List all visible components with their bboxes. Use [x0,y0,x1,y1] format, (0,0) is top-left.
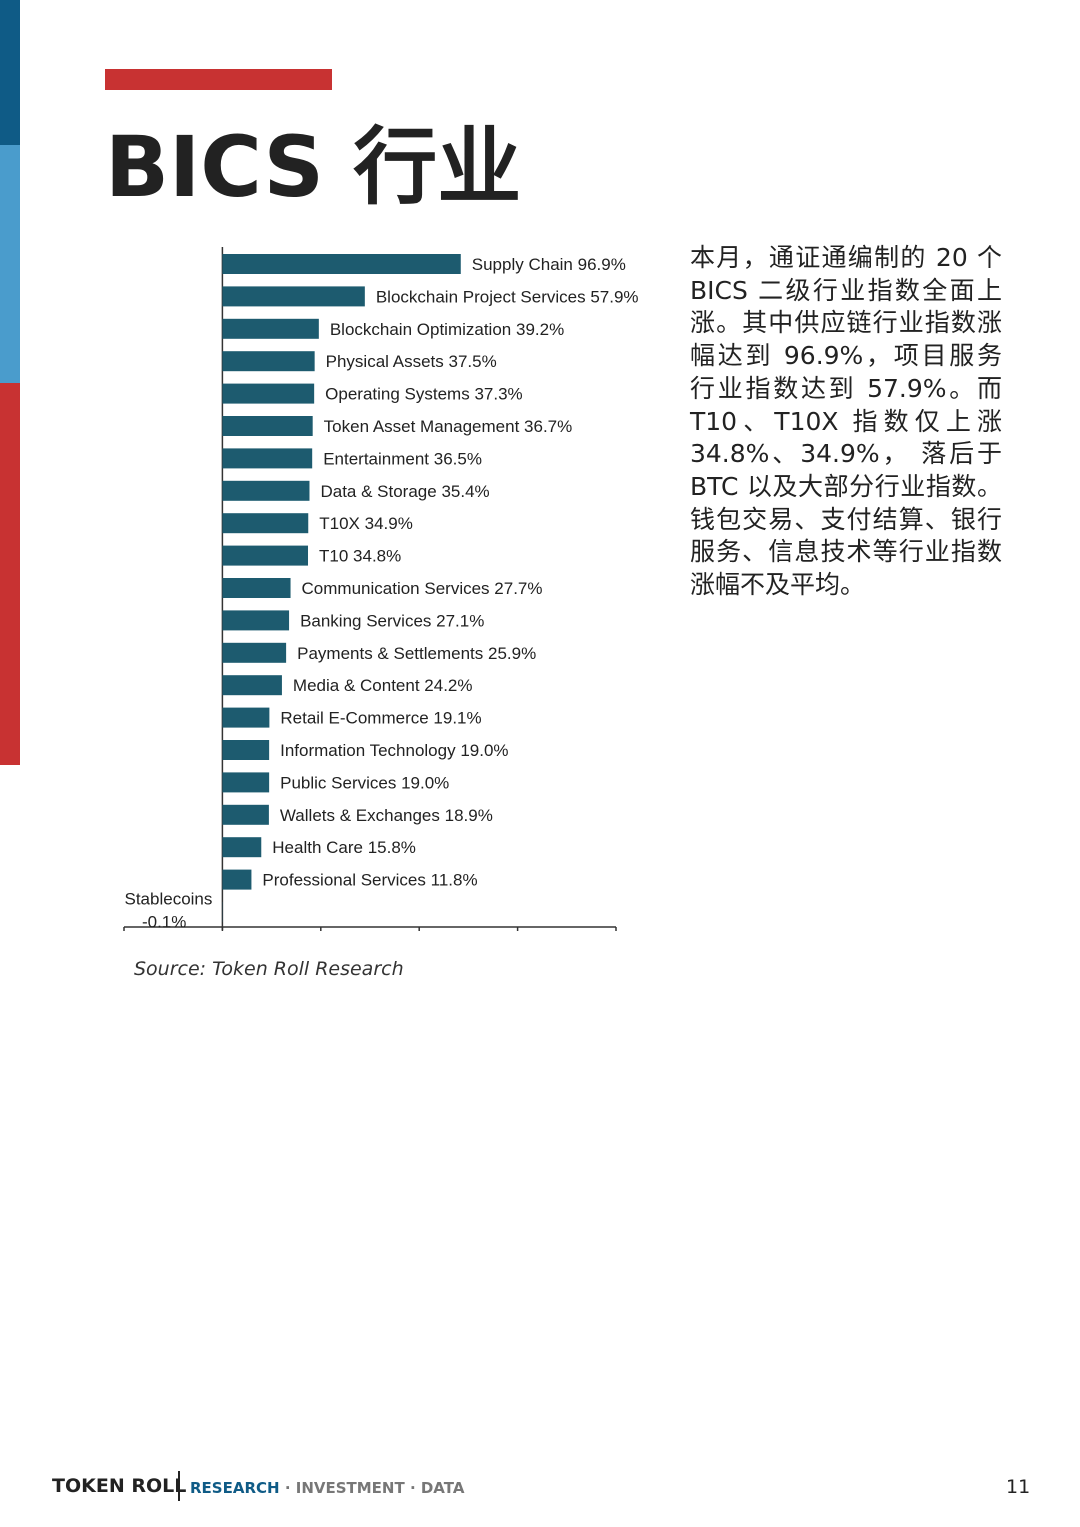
value-label: 37.3% [474,385,522,404]
bar-label: T10 34.8% [319,547,401,566]
category-label: Banking Services [300,612,431,631]
category-label: T10X [319,515,360,534]
bar-label: Blockchain Project Services 57.9% [376,288,639,307]
value-label: 35.4% [441,482,489,501]
bar-label: Operating Systems 37.3% [325,385,522,404]
category-label: Token Asset Management [324,417,520,436]
bar [222,351,315,372]
bar [222,286,365,307]
category-label: Communication Services [302,579,490,598]
bar-label: Retail E-Commerce 19.1% [280,709,481,728]
value-label: 36.5% [434,450,482,469]
bar [222,772,270,793]
page-number: 11 [1006,1476,1031,1498]
value-label: 19.0% [401,774,449,793]
value-label: 36.7% [524,417,572,436]
category-label: Professional Services [262,871,425,890]
page-title: BICS 行业 [105,118,522,216]
bar-label: Payments & Settlements 25.9% [297,644,536,663]
category-label: Entertainment [323,450,429,469]
value-label: 37.5% [448,353,496,372]
bar [222,318,319,339]
side-band [0,383,20,765]
value-label: 27.1% [436,612,484,631]
bar [222,869,252,890]
bar [222,480,310,501]
category-label: Payments & Settlements [297,644,483,663]
category-label: Stablecoins [125,889,213,908]
category-label: Blockchain Project Services [376,288,586,307]
category-label: T10 [319,547,348,566]
category-label: Health Care [272,839,363,858]
category-label: Public Services [280,774,396,793]
bar-label: Communication Services 27.7% [302,579,543,598]
value-label: 34.9% [365,515,413,534]
brand: TOKEN ROLL [52,1475,187,1497]
bar [222,642,287,663]
bar-label: T10X 34.9% [319,515,413,534]
value-label: -0.1% [142,912,186,931]
source: Source: Token Roll Research [134,958,404,980]
value-label: 18.9% [445,806,493,825]
bar [222,610,290,631]
bar [222,837,262,858]
category-label: Retail E-Commerce [280,709,428,728]
bar-label: Token Asset Management 36.7% [324,417,573,436]
bar-label: Media & Content 24.2% [293,677,473,696]
value-label: 11.8% [431,871,478,890]
bar [222,707,270,728]
bar-label: Data & Storage 35.4% [320,482,489,501]
value-label: 39.2% [516,320,564,339]
tag-research: RESEARCH [190,1479,280,1497]
side-band [0,0,20,145]
value-label: 19.1% [433,709,481,728]
bar-label: Information Technology 19.0% [280,741,508,760]
divider [178,1471,180,1501]
bar-label: Physical Assets 37.5% [326,353,497,372]
value-label: 24.2% [424,677,472,696]
bar-label: Supply Chain 96.9% [472,255,626,274]
value-label: 96.9% [578,255,626,274]
tagline: RESEARCH · INVESTMENT · DATA [190,1479,464,1497]
category-label: Data & Storage [320,482,436,501]
value-label: 25.9% [488,644,536,663]
bar [222,416,313,436]
title-accent [105,69,332,90]
bar [222,545,309,566]
value-label: 57.9% [590,288,638,307]
bar [222,383,315,404]
value-label: 27.7% [494,579,542,598]
category-label: Physical Assets [326,353,444,372]
bar [222,513,309,534]
bar [222,804,269,825]
bar [222,740,270,760]
bar-label: Health Care 15.8% [272,839,416,858]
value-label: 15.8% [368,839,416,858]
bar-label: Entertainment 36.5% [323,450,482,469]
category-label: Media & Content [293,677,420,696]
category-label: Supply Chain [472,255,573,274]
chart: Supply Chain 96.9% Blockchain Project Ser… [123,247,639,931]
bar [222,578,291,598]
bar-label: Banking Services 27.1% [300,612,484,631]
body-text: 本月，通证通编制的 20 个 BICS 二级行业指数全面上涨。其中供应链行业指数… [690,243,1002,600]
bar-label: Public Services 19.0% [280,774,449,793]
bar-label: Blockchain Optimization 39.2% [330,320,564,339]
side-band [0,145,20,383]
bar-label: Wallets & Exchanges 18.9% [280,806,493,825]
category-label: Information Technology [280,741,456,760]
bar [222,675,282,696]
category-label: Wallets & Exchanges [280,806,440,825]
value-label: 19.0% [460,741,508,760]
bar [222,254,461,274]
bar-label: Professional Services 11.8% [262,871,477,890]
value-label: 34.8% [353,547,401,566]
tag-rest: · INVESTMENT · DATA [284,1479,465,1497]
category-label: Blockchain Optimization [330,320,511,339]
category-label: Operating Systems [325,385,470,404]
bar [222,448,313,469]
